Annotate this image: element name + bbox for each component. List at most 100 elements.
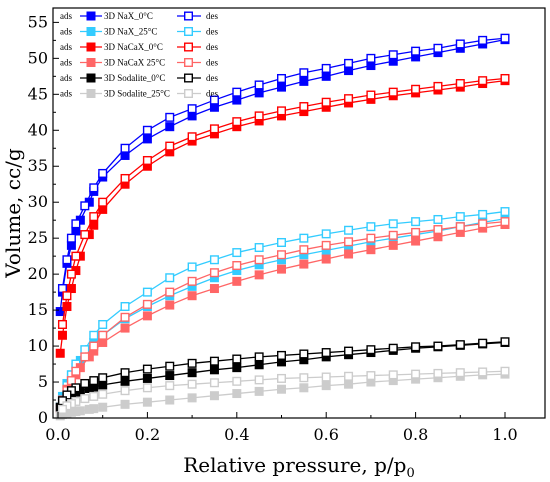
- desorption-point: [165, 381, 175, 391]
- desorption-point: [187, 132, 197, 142]
- desorption-point: [388, 87, 398, 97]
- adsorption-point: [98, 337, 108, 347]
- adsorption-point: [254, 88, 264, 98]
- adsorption-point: [254, 116, 264, 126]
- y-tick-label: 50: [28, 48, 48, 67]
- adsorption-point: [277, 384, 286, 394]
- desorption-point: [71, 251, 81, 261]
- adsorption-point: [66, 284, 76, 294]
- desorption-point: [232, 87, 242, 97]
- legend-ads-label: ads: [60, 11, 72, 21]
- desorption-point: [62, 255, 72, 265]
- desorption-point: [165, 141, 175, 151]
- adsorption-point: [433, 232, 443, 242]
- adsorption-point: [55, 307, 65, 317]
- desorption-point: [455, 340, 465, 350]
- desorption-point: [411, 369, 421, 379]
- adsorption-point: [142, 373, 152, 383]
- desorption-point: [277, 373, 287, 383]
- adsorption-point: [66, 240, 76, 250]
- adsorption-point: [321, 71, 331, 81]
- desorption-point: [98, 389, 108, 399]
- adsorption-point: [142, 311, 152, 321]
- desorption-point: [80, 345, 90, 355]
- desorption-point: [80, 394, 90, 404]
- plot-area: [55, 33, 510, 421]
- adsorption-point: [388, 376, 398, 386]
- desorption-point: [299, 68, 309, 78]
- legend-ads-label: ads: [60, 73, 72, 83]
- desorption-point: [366, 222, 376, 232]
- y-axis-title: Volume, cc/g: [1, 148, 25, 279]
- adsorption-point: [321, 102, 331, 112]
- desorption-point: [120, 302, 130, 312]
- desorption-point: [66, 269, 76, 279]
- desorption-point: [120, 368, 130, 378]
- desorption-point: [89, 376, 99, 386]
- x-axis-title-main: Relative pressure, p/p: [183, 453, 406, 477]
- desorption-point: [254, 243, 264, 253]
- desorption-point: [57, 404, 67, 414]
- desorption-point: [321, 97, 331, 107]
- desorption-point: [344, 237, 354, 247]
- desorption-point: [254, 255, 264, 265]
- y-tick-label: 0: [38, 408, 48, 427]
- legend-entry: ads 3D NaX_25°C des: [60, 27, 218, 37]
- x-tick-label: 0.4: [224, 425, 249, 444]
- desorption-point: [120, 143, 130, 153]
- adsorption-point: [277, 255, 286, 265]
- desorption-point: [232, 117, 242, 127]
- desorption-point: [366, 90, 376, 100]
- desorption-point: [299, 102, 309, 112]
- adsorption-point: [165, 300, 175, 310]
- desorption-point: [433, 341, 443, 351]
- x-axis-title-subscript: 0: [406, 466, 414, 481]
- desorption-point: [142, 287, 152, 297]
- desorption-point: [344, 371, 354, 381]
- desorption-point: [411, 217, 421, 227]
- desorption-point: [321, 240, 331, 250]
- desorption-point: [89, 212, 99, 222]
- legend-des-marker: [183, 11, 193, 21]
- y-tick-label: 45: [28, 84, 48, 103]
- legend-ads-marker: [86, 73, 96, 83]
- desorption-point: [165, 273, 175, 283]
- legend-series-name: 3D Sodalite_25°C: [104, 89, 170, 99]
- y-tick-label: 20: [28, 264, 48, 283]
- legend-des-marker: [183, 88, 193, 98]
- desorption-point: [254, 80, 264, 90]
- y-tick-label: 30: [28, 192, 48, 211]
- desorption-point: [187, 262, 197, 272]
- series-group: [55, 73, 510, 358]
- adsorption-point: [299, 383, 309, 393]
- adsorption-point: [344, 379, 354, 389]
- desorption-point: [89, 391, 99, 401]
- desorption-point: [277, 250, 287, 260]
- desorption-point: [98, 373, 108, 383]
- desorption-point: [120, 386, 130, 396]
- legend-des-marker: [183, 58, 193, 68]
- adsorption-point: [187, 368, 197, 378]
- desorption-point: [478, 338, 488, 348]
- adsorption-point: [344, 66, 354, 76]
- y-tick-label: 55: [28, 12, 48, 31]
- adsorption-point: [455, 227, 465, 237]
- legend-ads-label: ads: [60, 42, 72, 52]
- legend-des-marker: [183, 42, 193, 52]
- desorption-point: [142, 155, 152, 165]
- desorption-point: [165, 287, 175, 297]
- desorption-point: [478, 209, 488, 219]
- desorption-point: [120, 173, 130, 183]
- x-tick-label: 0.2: [135, 425, 160, 444]
- adsorption-point: [321, 245, 331, 255]
- desorption-point: [411, 84, 421, 94]
- desorption-point: [120, 312, 130, 322]
- legend-entry: ads 3D Sodalite_0°C des: [60, 73, 218, 83]
- legend-des-marker: [183, 27, 193, 37]
- desorption-point: [500, 33, 510, 43]
- y-tick-label: 10: [28, 336, 48, 355]
- desorption-point: [433, 43, 443, 53]
- legend-series-name: 3D NaCaX_0°C: [104, 42, 163, 52]
